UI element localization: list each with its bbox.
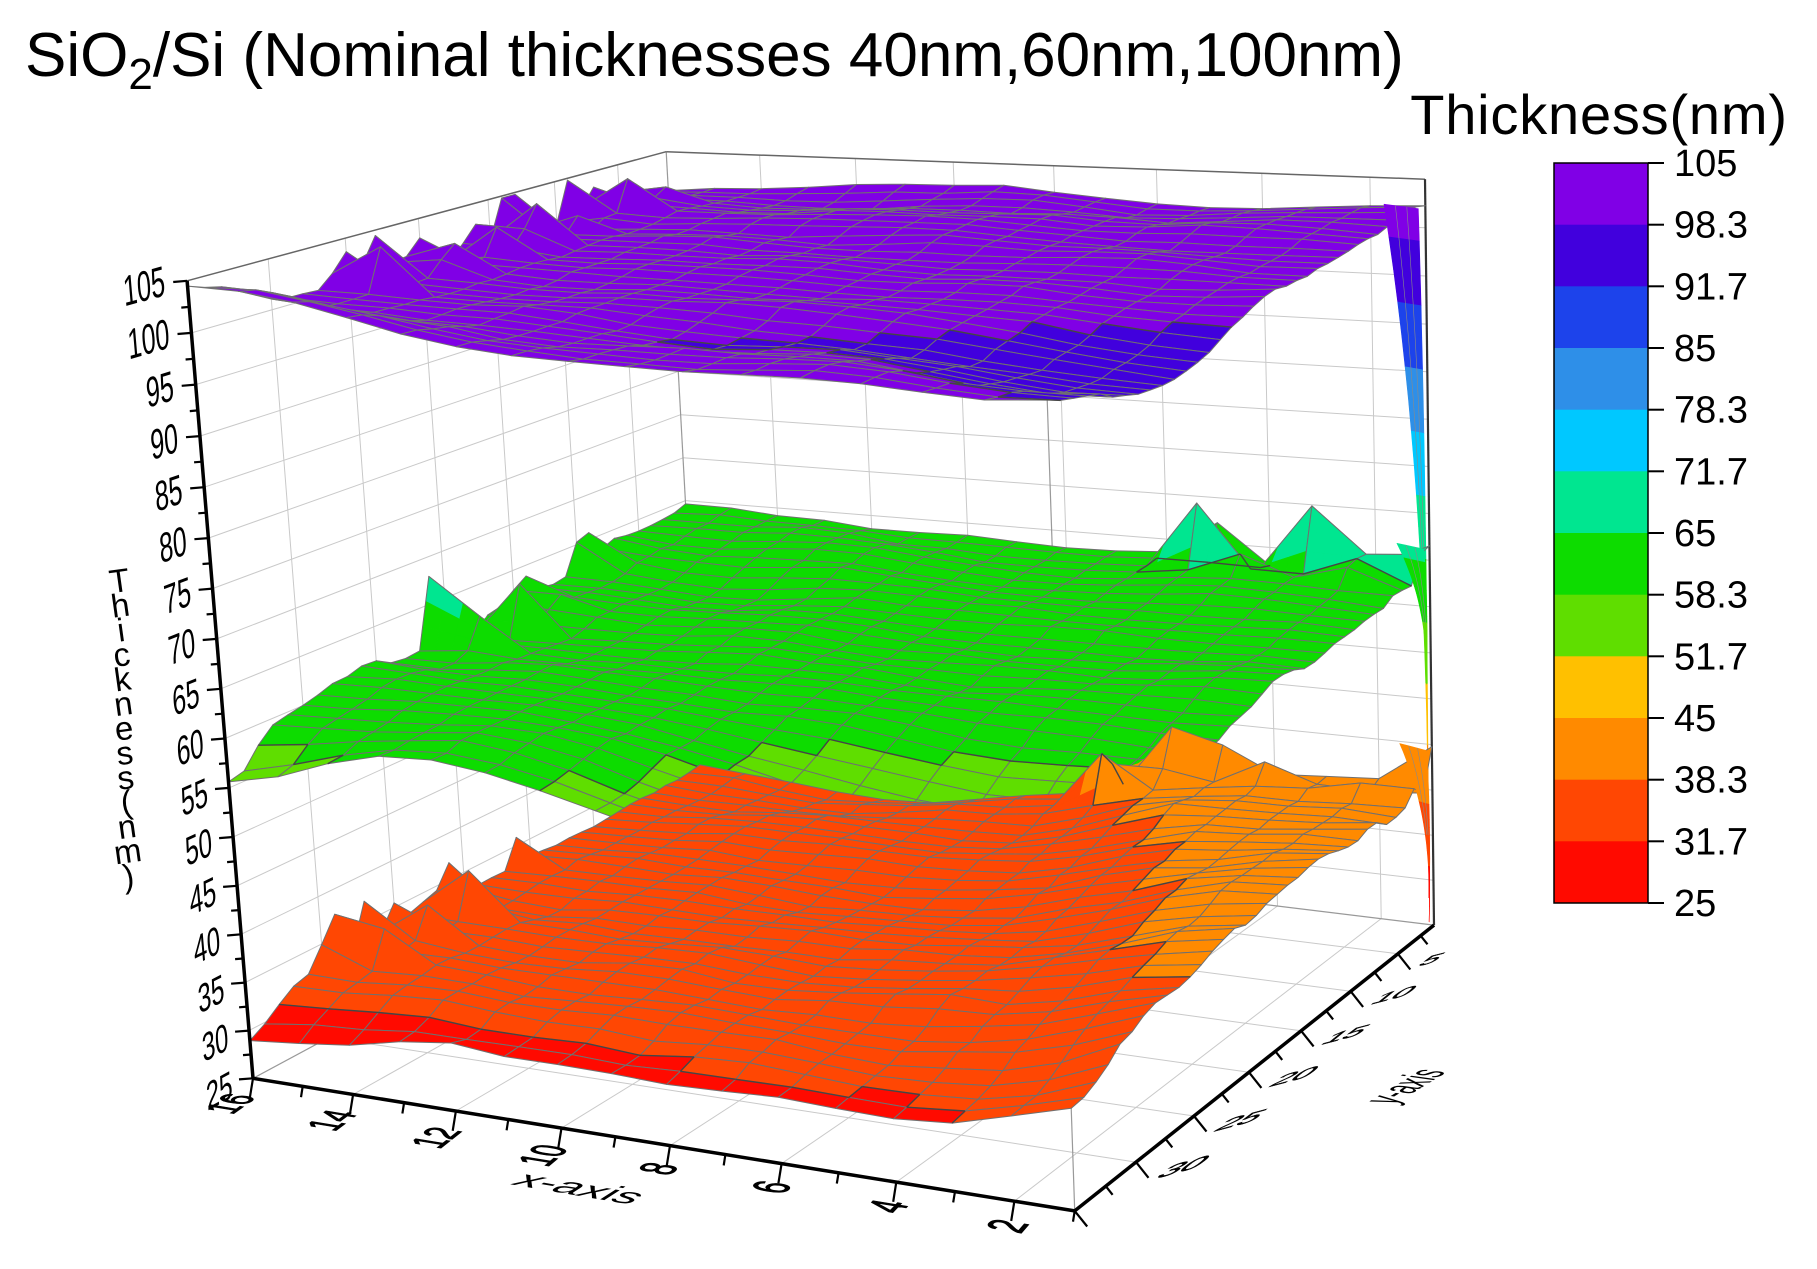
svg-text:91.7: 91.7 — [1674, 266, 1748, 308]
svg-text:80: 80 — [158, 518, 189, 573]
svg-text:90: 90 — [149, 414, 180, 470]
svg-text:38.3: 38.3 — [1674, 760, 1748, 802]
svg-text:45: 45 — [1674, 698, 1716, 740]
svg-text:SiO2/Si (Nominal thicknesses 4: SiO2/Si (Nominal thicknesses 40nm,60nm,1… — [25, 21, 1404, 99]
svg-text:71.7: 71.7 — [1674, 451, 1748, 493]
svg-text:85: 85 — [1674, 328, 1716, 370]
svg-text:105: 105 — [1674, 143, 1737, 185]
svg-text:58.3: 58.3 — [1674, 575, 1748, 617]
svg-text:25: 25 — [1674, 883, 1716, 925]
svg-text:95: 95 — [144, 362, 175, 417]
svg-text:98.3: 98.3 — [1674, 205, 1748, 247]
svg-text:75: 75 — [162, 569, 193, 624]
svg-text:78.3: 78.3 — [1674, 390, 1748, 432]
svg-text:Thickness(nm): Thickness(nm) — [1410, 83, 1788, 146]
svg-text:85: 85 — [153, 467, 184, 522]
svg-text:31.7: 31.7 — [1674, 821, 1748, 863]
svg-text:65: 65 — [1674, 513, 1716, 555]
svg-text:51.7: 51.7 — [1674, 636, 1748, 678]
